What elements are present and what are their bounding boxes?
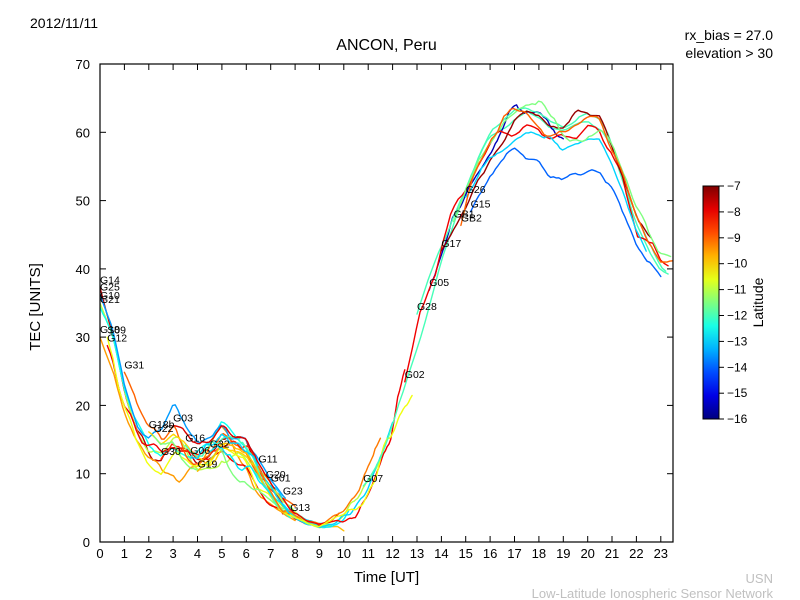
svg-text:23: 23 (654, 546, 668, 561)
svg-text:17: 17 (507, 546, 521, 561)
svg-text:18: 18 (532, 546, 546, 561)
svg-text:G06: G06 (190, 445, 210, 457)
svg-text:13: 13 (410, 546, 424, 561)
svg-text:−8: −8 (727, 205, 741, 219)
svg-text:7: 7 (267, 546, 274, 561)
svg-text:G21: G21 (100, 294, 120, 306)
svg-text:G25: G25 (100, 281, 120, 293)
svg-text:USN: USN (746, 571, 773, 586)
svg-text:21: 21 (605, 546, 619, 561)
svg-text:G16: G16 (185, 432, 205, 444)
svg-text:6: 6 (243, 546, 250, 561)
svg-text:12: 12 (385, 546, 399, 561)
svg-text:G32: G32 (210, 439, 230, 451)
svg-text:G05: G05 (429, 277, 449, 289)
svg-text:−9: −9 (727, 231, 741, 245)
svg-text:G07: G07 (363, 473, 383, 485)
svg-text:1: 1 (121, 546, 128, 561)
svg-text:G03: G03 (173, 413, 193, 425)
svg-text:3: 3 (169, 546, 176, 561)
svg-text:19: 19 (556, 546, 570, 561)
svg-text:GB2: GB2 (461, 212, 482, 224)
svg-text:−11: −11 (727, 283, 747, 297)
svg-text:elevation > 30: elevation > 30 (685, 45, 773, 61)
svg-text:−15: −15 (727, 386, 748, 400)
svg-text:S09: S09 (107, 324, 126, 336)
svg-text:G01: G01 (271, 473, 291, 485)
svg-text:G13: G13 (290, 502, 310, 514)
svg-text:G28: G28 (417, 301, 437, 313)
svg-text:−13: −13 (727, 334, 748, 348)
svg-text:2: 2 (145, 546, 152, 561)
svg-text:G17: G17 (441, 238, 461, 250)
svg-text:G30: G30 (161, 446, 181, 458)
svg-text:0: 0 (83, 535, 90, 550)
svg-text:G26: G26 (466, 184, 486, 196)
svg-text:Latitude: Latitude (750, 277, 766, 327)
svg-text:TEC [UNITS]: TEC [UNITS] (27, 263, 44, 351)
svg-text:14: 14 (434, 546, 448, 561)
svg-text:30: 30 (76, 330, 90, 345)
svg-text:40: 40 (76, 262, 90, 277)
svg-text:G31: G31 (124, 359, 144, 371)
svg-text:10: 10 (76, 467, 90, 482)
svg-text:−16: −16 (727, 412, 748, 426)
svg-text:20: 20 (76, 398, 90, 413)
svg-text:ANCON, Peru: ANCON, Peru (336, 37, 436, 54)
svg-text:60: 60 (76, 125, 90, 140)
svg-text:15: 15 (458, 546, 472, 561)
svg-text:G23: G23 (283, 486, 303, 498)
svg-text:16: 16 (483, 546, 497, 561)
svg-text:8: 8 (291, 546, 298, 561)
svg-text:rx_bias = 27.0: rx_bias = 27.0 (685, 27, 774, 43)
svg-text:−12: −12 (727, 309, 748, 323)
svg-text:9: 9 (316, 546, 323, 561)
svg-text:−10: −10 (727, 257, 748, 271)
svg-text:G11: G11 (259, 453, 278, 465)
svg-text:Time [UT]: Time [UT] (354, 569, 419, 586)
svg-text:0: 0 (96, 546, 103, 561)
svg-text:Low-Latitude Ionospheric Senso: Low-Latitude Ionospheric Sensor Network (532, 586, 774, 600)
svg-text:5: 5 (218, 546, 225, 561)
svg-text:11: 11 (361, 546, 375, 561)
svg-text:22: 22 (629, 546, 643, 561)
svg-text:20: 20 (580, 546, 594, 561)
svg-text:70: 70 (76, 57, 90, 72)
svg-text:4: 4 (194, 546, 201, 561)
svg-text:G22: G22 (154, 423, 174, 435)
svg-text:50: 50 (76, 194, 90, 209)
svg-text:G19: G19 (198, 458, 218, 470)
svg-text:−7: −7 (727, 179, 741, 193)
svg-text:G02: G02 (405, 369, 425, 381)
svg-text:10: 10 (337, 546, 351, 561)
svg-text:−14: −14 (727, 360, 748, 374)
svg-text:2012/11/11: 2012/11/11 (30, 15, 98, 31)
